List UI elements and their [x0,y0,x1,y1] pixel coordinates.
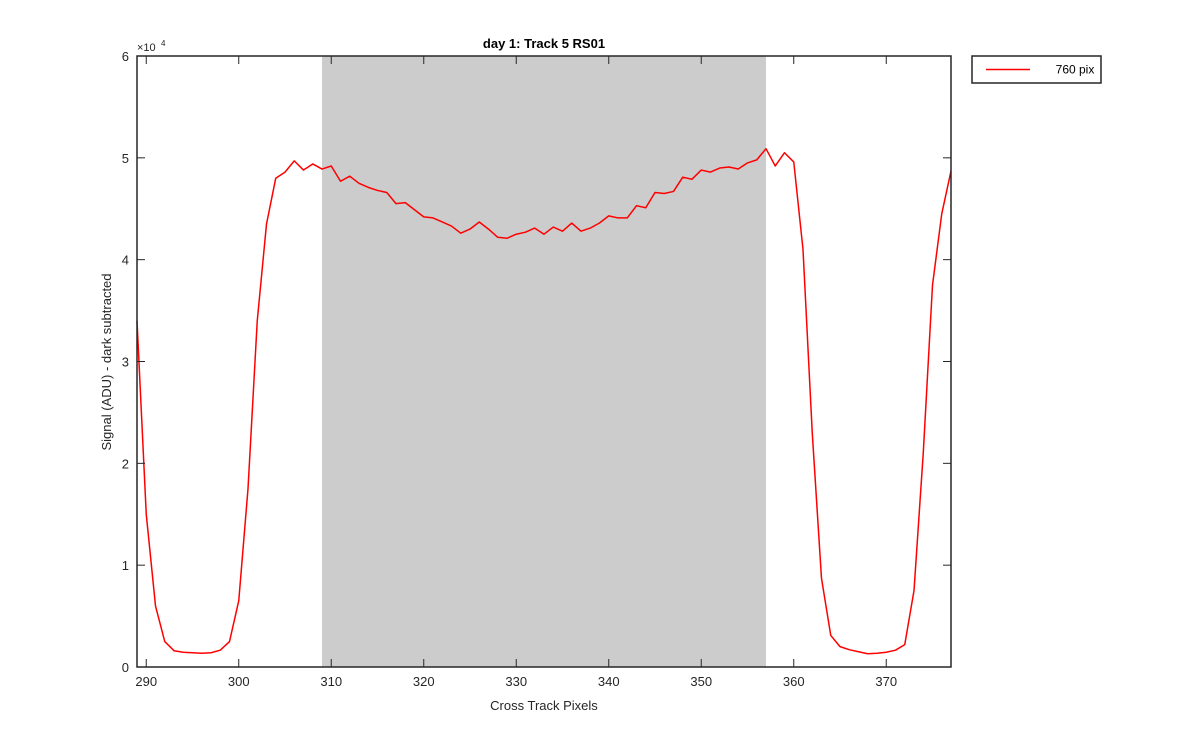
axes-box [136,55,952,668]
y-tick-label: 5 [122,151,129,166]
x-tick-label: 340 [598,674,620,689]
x-tick-label: 370 [875,674,897,689]
legend-entry-label: 760 pix [1056,63,1095,77]
x-tick-label: 300 [228,674,250,689]
y-axis-label: Signal (ADU) - dark subtracted [99,273,114,450]
y-tick-label: 3 [122,355,129,370]
x-tick-label: 330 [505,674,527,689]
y-tick-label: 0 [122,660,129,675]
chart-title: day 1: Track 5 RS01 [483,36,605,51]
x-tick-label: 360 [783,674,805,689]
x-tick-label: 320 [413,674,435,689]
x-tick-label: 310 [320,674,342,689]
shaded-region [322,56,766,667]
series-line-0 [136,147,952,655]
y-tick-label: 1 [122,558,129,573]
y-tick-label: 2 [122,456,129,471]
x-tick-label: 350 [690,674,712,689]
y-exponent-base: ×10 [137,42,156,54]
x-tick-label: 290 [135,674,157,689]
y-tick-label: 4 [122,253,129,268]
y-tick-label: 6 [122,49,129,64]
x-axis-label: Cross Track Pixels [490,698,598,713]
y-exponent-power: 4 [161,39,166,48]
y-exponent-label: ×10 4 [137,39,166,54]
